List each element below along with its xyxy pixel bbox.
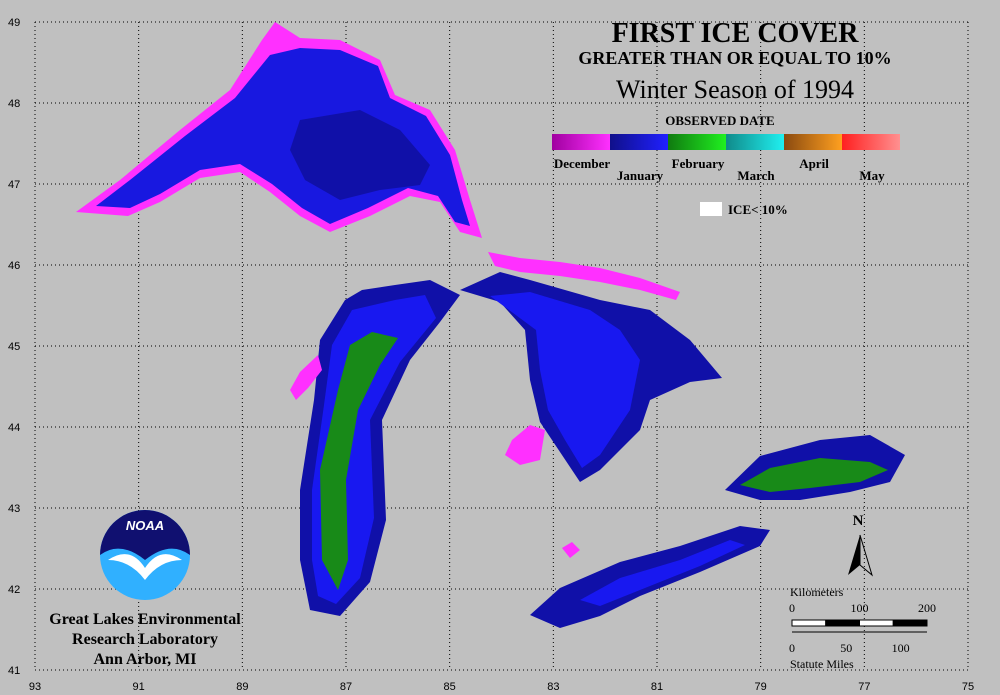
org-line: Great Lakes Environmental bbox=[49, 611, 241, 628]
lake-superior-deep bbox=[290, 110, 430, 200]
legend-label: January bbox=[617, 168, 664, 183]
longitude-label: 75 bbox=[962, 681, 974, 693]
scale-segment bbox=[892, 619, 928, 627]
scale-segment bbox=[825, 619, 860, 627]
latitude-label: 49 bbox=[8, 17, 20, 29]
north-arrow-right bbox=[859, 534, 873, 577]
green-bay bbox=[290, 355, 322, 400]
org-line: Ann Arbor, MI bbox=[94, 651, 197, 668]
scale-segment bbox=[791, 619, 827, 627]
longitude-label: 81 bbox=[651, 681, 663, 693]
subtitle: GREATER THAN OR EQUAL TO 10% bbox=[578, 48, 891, 68]
legend-label: May bbox=[859, 168, 885, 183]
lake-huron-ice bbox=[490, 292, 640, 468]
lake-michigan-green bbox=[320, 332, 398, 590]
ice-label: ICE< 10% bbox=[728, 202, 788, 217]
legend-swatch bbox=[726, 134, 784, 150]
longitude-label: 77 bbox=[858, 681, 870, 693]
mile-tick-label: 50 bbox=[840, 641, 852, 655]
logo-text: NOAA bbox=[126, 518, 164, 533]
legend-swatch bbox=[610, 134, 668, 150]
logo-gull bbox=[108, 554, 182, 580]
legend: December January February March April May bbox=[552, 134, 900, 183]
org-line: Research Laboratory bbox=[72, 631, 218, 648]
longitude-label: 91 bbox=[133, 681, 145, 693]
scale-segment bbox=[859, 619, 894, 627]
saginaw-bay bbox=[505, 425, 545, 465]
latitude-label: 47 bbox=[8, 179, 20, 191]
scale-bar: Kilometers 0 100 200 0 50 100 Statute Miles bbox=[789, 585, 936, 671]
legend-swatch bbox=[668, 134, 726, 150]
latitude-label: 46 bbox=[8, 260, 20, 272]
legend-title: OBSERVED DATE bbox=[665, 113, 774, 128]
latitude-label: 45 bbox=[8, 341, 20, 353]
season: Winter Season of 1994 bbox=[616, 75, 854, 104]
longitude-label: 83 bbox=[547, 681, 559, 693]
legend-swatch bbox=[552, 134, 610, 150]
latitude-label: 42 bbox=[8, 584, 20, 596]
legend-swatch bbox=[842, 134, 900, 150]
lake-erie-ice bbox=[580, 540, 745, 606]
title: FIRST ICE COVER bbox=[612, 18, 860, 49]
lake-ontario-green bbox=[740, 458, 888, 492]
km-tick-label: 100 bbox=[851, 601, 869, 615]
longitude-label: 89 bbox=[236, 681, 248, 693]
mile-tick-label: 0 bbox=[789, 641, 795, 655]
legend-swatch bbox=[784, 134, 842, 150]
north-label: N bbox=[853, 513, 864, 529]
longitude-label: 85 bbox=[444, 681, 456, 693]
legend-label: April bbox=[799, 156, 829, 171]
latitude-label: 43 bbox=[8, 503, 20, 515]
km-tick-label: 200 bbox=[918, 601, 936, 615]
legend-label: December bbox=[554, 156, 611, 171]
logo-top bbox=[100, 510, 190, 560]
latitude-label: 48 bbox=[8, 98, 20, 110]
ice-swatch bbox=[700, 202, 722, 216]
noaa-logo: NOAA bbox=[100, 510, 190, 600]
mile-tick-label: 100 bbox=[892, 641, 910, 655]
longitude-label: 93 bbox=[29, 681, 41, 693]
legend-label: March bbox=[737, 168, 775, 183]
longitude-label: 87 bbox=[340, 681, 352, 693]
north-arrow-left bbox=[848, 535, 860, 575]
km-tick-label: 0 bbox=[789, 601, 795, 615]
scale-title: Kilometers bbox=[790, 585, 844, 599]
longitude-label: 79 bbox=[755, 681, 767, 693]
lake-st-clair bbox=[562, 542, 580, 558]
scale-title: Statute Miles bbox=[790, 657, 854, 671]
north-channel bbox=[488, 252, 680, 300]
latitude-label: 44 bbox=[8, 422, 20, 434]
legend-label: February bbox=[672, 156, 725, 171]
latitude-label: 41 bbox=[8, 665, 20, 677]
